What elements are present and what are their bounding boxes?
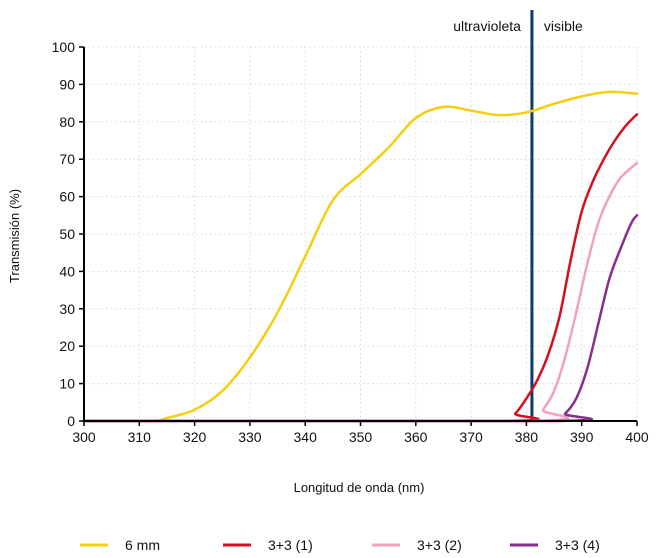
legend-label-4: 3+3 (4)	[555, 537, 600, 553]
ultraviolet-region-label: ultravioleta	[453, 18, 521, 34]
x-tick-label: 350	[349, 429, 373, 445]
x-axis-label: Longitud de onda (nm)	[294, 480, 425, 495]
tick-labels: 0 10 20 30 40 50 60 70 80 90 100 300 310 320 330 340 350…	[52, 39, 649, 445]
x-tick-label: 300	[72, 429, 96, 445]
visible-region-label: visible	[544, 18, 583, 34]
x-tick-label: 330	[238, 429, 262, 445]
y-tick-label: 20	[59, 338, 75, 354]
x-tick-label: 340	[294, 429, 318, 445]
y-axis-label: Transmisión (%)	[7, 189, 22, 283]
y-tick-label: 90	[59, 76, 75, 92]
y-tick-label: 80	[59, 114, 75, 130]
x-tick-label: 370	[459, 429, 483, 445]
series-line-3	[82, 161, 639, 423]
series-line-1	[82, 90, 639, 423]
x-tick-label: 390	[570, 429, 594, 445]
x-tick-label: 380	[515, 429, 539, 445]
x-tick-label: 310	[128, 429, 152, 445]
y-tick-label: 100	[52, 39, 76, 55]
legend-label-1: 6 mm	[125, 537, 160, 553]
x-tick-label: 360	[404, 429, 428, 445]
x-tick-label: 400	[625, 429, 649, 445]
y-tick-label: 40	[59, 263, 75, 279]
y-tick-label: 70	[59, 151, 75, 167]
legend-label-2: 3+3 (1)	[268, 537, 313, 553]
y-tick-label: 0	[67, 413, 75, 429]
x-tick-label: 320	[183, 429, 207, 445]
y-tick-label: 30	[59, 301, 75, 317]
y-tick-label: 10	[59, 376, 75, 392]
axes	[79, 46, 638, 426]
y-tick-label: 50	[59, 226, 75, 242]
legend: 6 mm 3+3 (1) 3+3 (2) 3+3 (4)	[80, 537, 600, 553]
y-tick-label: 60	[59, 189, 75, 205]
legend-label-3: 3+3 (2)	[417, 537, 462, 553]
